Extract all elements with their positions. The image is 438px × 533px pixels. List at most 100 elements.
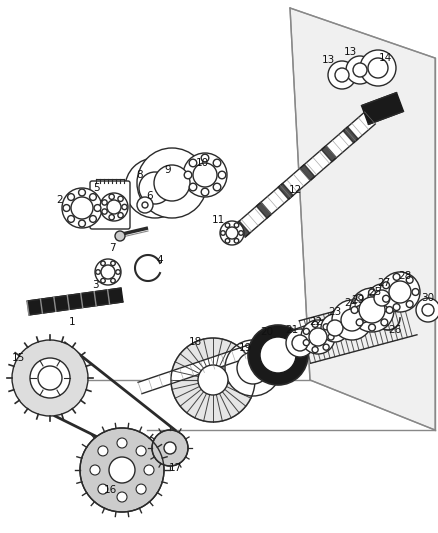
Text: 15: 15 [11,353,25,363]
Text: 20: 20 [261,327,274,337]
Circle shape [117,438,127,448]
Circle shape [122,204,127,209]
Circle shape [369,289,375,296]
Circle shape [137,197,153,213]
Text: 16: 16 [103,485,117,495]
Circle shape [98,446,108,456]
Circle shape [89,193,96,200]
Text: 9: 9 [165,165,171,175]
Circle shape [118,196,123,201]
Circle shape [380,272,420,312]
Circle shape [71,197,93,219]
Circle shape [416,298,438,322]
Text: 29: 29 [351,295,364,305]
Circle shape [234,223,239,228]
Circle shape [383,282,389,289]
Circle shape [101,278,105,283]
Circle shape [303,340,309,346]
Circle shape [386,306,393,313]
Circle shape [406,277,413,284]
Circle shape [323,344,329,350]
Polygon shape [278,183,293,199]
Circle shape [383,295,389,302]
Text: 13: 13 [343,47,357,57]
Text: 8: 8 [137,170,143,180]
Text: 6: 6 [147,191,153,201]
Circle shape [213,159,221,167]
Text: 26: 26 [389,325,402,335]
Polygon shape [256,202,272,218]
Circle shape [118,213,123,218]
Circle shape [422,304,434,316]
FancyBboxPatch shape [90,181,130,229]
Circle shape [393,273,400,280]
Circle shape [286,329,314,357]
Circle shape [374,290,390,306]
Circle shape [312,321,318,327]
Polygon shape [27,288,123,315]
Circle shape [239,231,243,235]
Circle shape [116,270,120,274]
Circle shape [38,366,62,390]
Text: 30: 30 [421,293,434,303]
Text: 5: 5 [94,183,100,193]
Circle shape [102,209,107,214]
Circle shape [89,215,96,222]
Circle shape [90,465,100,475]
Polygon shape [290,8,435,430]
Circle shape [201,154,209,162]
Circle shape [309,328,327,346]
Circle shape [353,305,371,323]
Text: 1: 1 [69,317,75,327]
Circle shape [80,428,164,512]
Text: 28: 28 [399,271,412,281]
Circle shape [248,325,308,385]
Circle shape [226,227,238,239]
Circle shape [225,340,281,396]
Circle shape [321,314,349,342]
Circle shape [359,297,385,323]
Circle shape [95,259,121,285]
Circle shape [353,63,367,77]
Circle shape [412,288,419,295]
Circle shape [100,193,128,221]
Circle shape [346,56,374,84]
Text: 2: 2 [57,195,64,205]
Circle shape [356,294,363,301]
Circle shape [351,306,358,313]
Circle shape [67,193,74,200]
Circle shape [67,215,74,222]
Circle shape [189,183,197,191]
Text: 17: 17 [168,463,182,473]
Polygon shape [235,221,250,237]
Polygon shape [343,127,358,143]
Circle shape [137,148,207,218]
Circle shape [144,465,154,475]
Circle shape [335,68,349,82]
Circle shape [237,352,269,384]
Circle shape [109,215,114,220]
Circle shape [368,284,396,312]
Circle shape [111,278,115,283]
Circle shape [117,492,127,502]
Circle shape [292,335,308,351]
Circle shape [111,261,115,265]
Polygon shape [361,93,403,124]
Circle shape [136,446,146,456]
Circle shape [63,205,70,212]
Text: 12: 12 [288,185,302,195]
Circle shape [78,189,85,196]
Text: 21: 21 [286,325,299,335]
Circle shape [360,50,396,86]
Circle shape [101,265,115,279]
Circle shape [152,430,188,466]
Text: 24: 24 [344,298,357,308]
Text: 13: 13 [321,55,335,65]
Circle shape [350,288,394,332]
Circle shape [393,304,400,311]
Text: 3: 3 [92,280,98,290]
Circle shape [107,200,121,214]
Circle shape [154,165,190,201]
Circle shape [102,200,107,205]
Circle shape [225,238,230,243]
